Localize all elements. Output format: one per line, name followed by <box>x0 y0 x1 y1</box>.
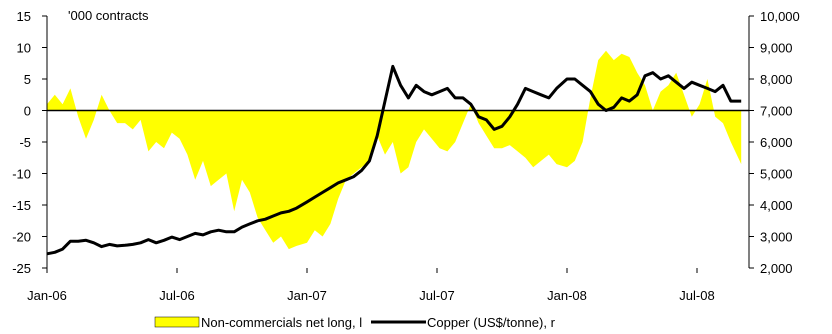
legend-label-line: Copper (US$/tonne), r <box>427 315 556 330</box>
left-tick-label: -5 <box>19 135 31 150</box>
net-long-area-layer <box>47 50 742 250</box>
right-tick-label: 7,000 <box>760 104 793 119</box>
legend: Non-commercials net long, l Copper (US$/… <box>154 315 556 330</box>
right-tick-label: 9,000 <box>760 41 793 56</box>
left-axis-unit-label: '000 contracts <box>68 8 149 23</box>
left-tick-label: -10 <box>12 167 31 182</box>
x-tick-label: Jan-06 <box>27 288 67 303</box>
x-tick-label: Jan-07 <box>287 288 327 303</box>
right-tick-label: 10,000 <box>760 9 800 24</box>
copper-line <box>46 64 742 256</box>
left-tick-label: -25 <box>12 261 31 276</box>
copper-line-layer <box>46 64 742 256</box>
legend-swatch-area <box>154 316 200 328</box>
x-tick-label: Jan-08 <box>547 288 587 303</box>
left-axis-ticks: 15 10 5 0 -5 -10 -15 -20 -25 <box>12 9 47 276</box>
legend-label-area: Non-commercials net long, l <box>201 315 362 330</box>
left-tick-label: 0 <box>24 104 31 119</box>
x-axis-ticks: Jan-06 Jul-06 Jan-07 Jul-07 Jan-08 Jul-08 <box>27 268 715 303</box>
right-axis-ticks: 10,000 9,000 8,000 7,000 6,000 5,000 4,000 3,00… <box>749 9 800 276</box>
right-tick-label: 8,000 <box>760 72 793 87</box>
x-tick-label: Jul-06 <box>159 288 194 303</box>
right-tick-label: 5,000 <box>760 167 793 182</box>
right-tick-label: 4,000 <box>760 198 793 213</box>
right-tick-label: 6,000 <box>760 135 793 150</box>
left-tick-label: -20 <box>12 230 31 245</box>
x-tick-label: Jul-08 <box>679 288 714 303</box>
left-tick-label: 15 <box>17 9 31 24</box>
left-tick-label: -15 <box>12 198 31 213</box>
left-tick-label: 10 <box>17 41 31 56</box>
right-tick-label: 3,000 <box>760 230 793 245</box>
x-tick-label: Jul-07 <box>419 288 454 303</box>
left-tick-label: 5 <box>24 72 31 87</box>
right-tick-label: 2,000 <box>760 261 793 276</box>
net-long-area <box>47 50 742 250</box>
